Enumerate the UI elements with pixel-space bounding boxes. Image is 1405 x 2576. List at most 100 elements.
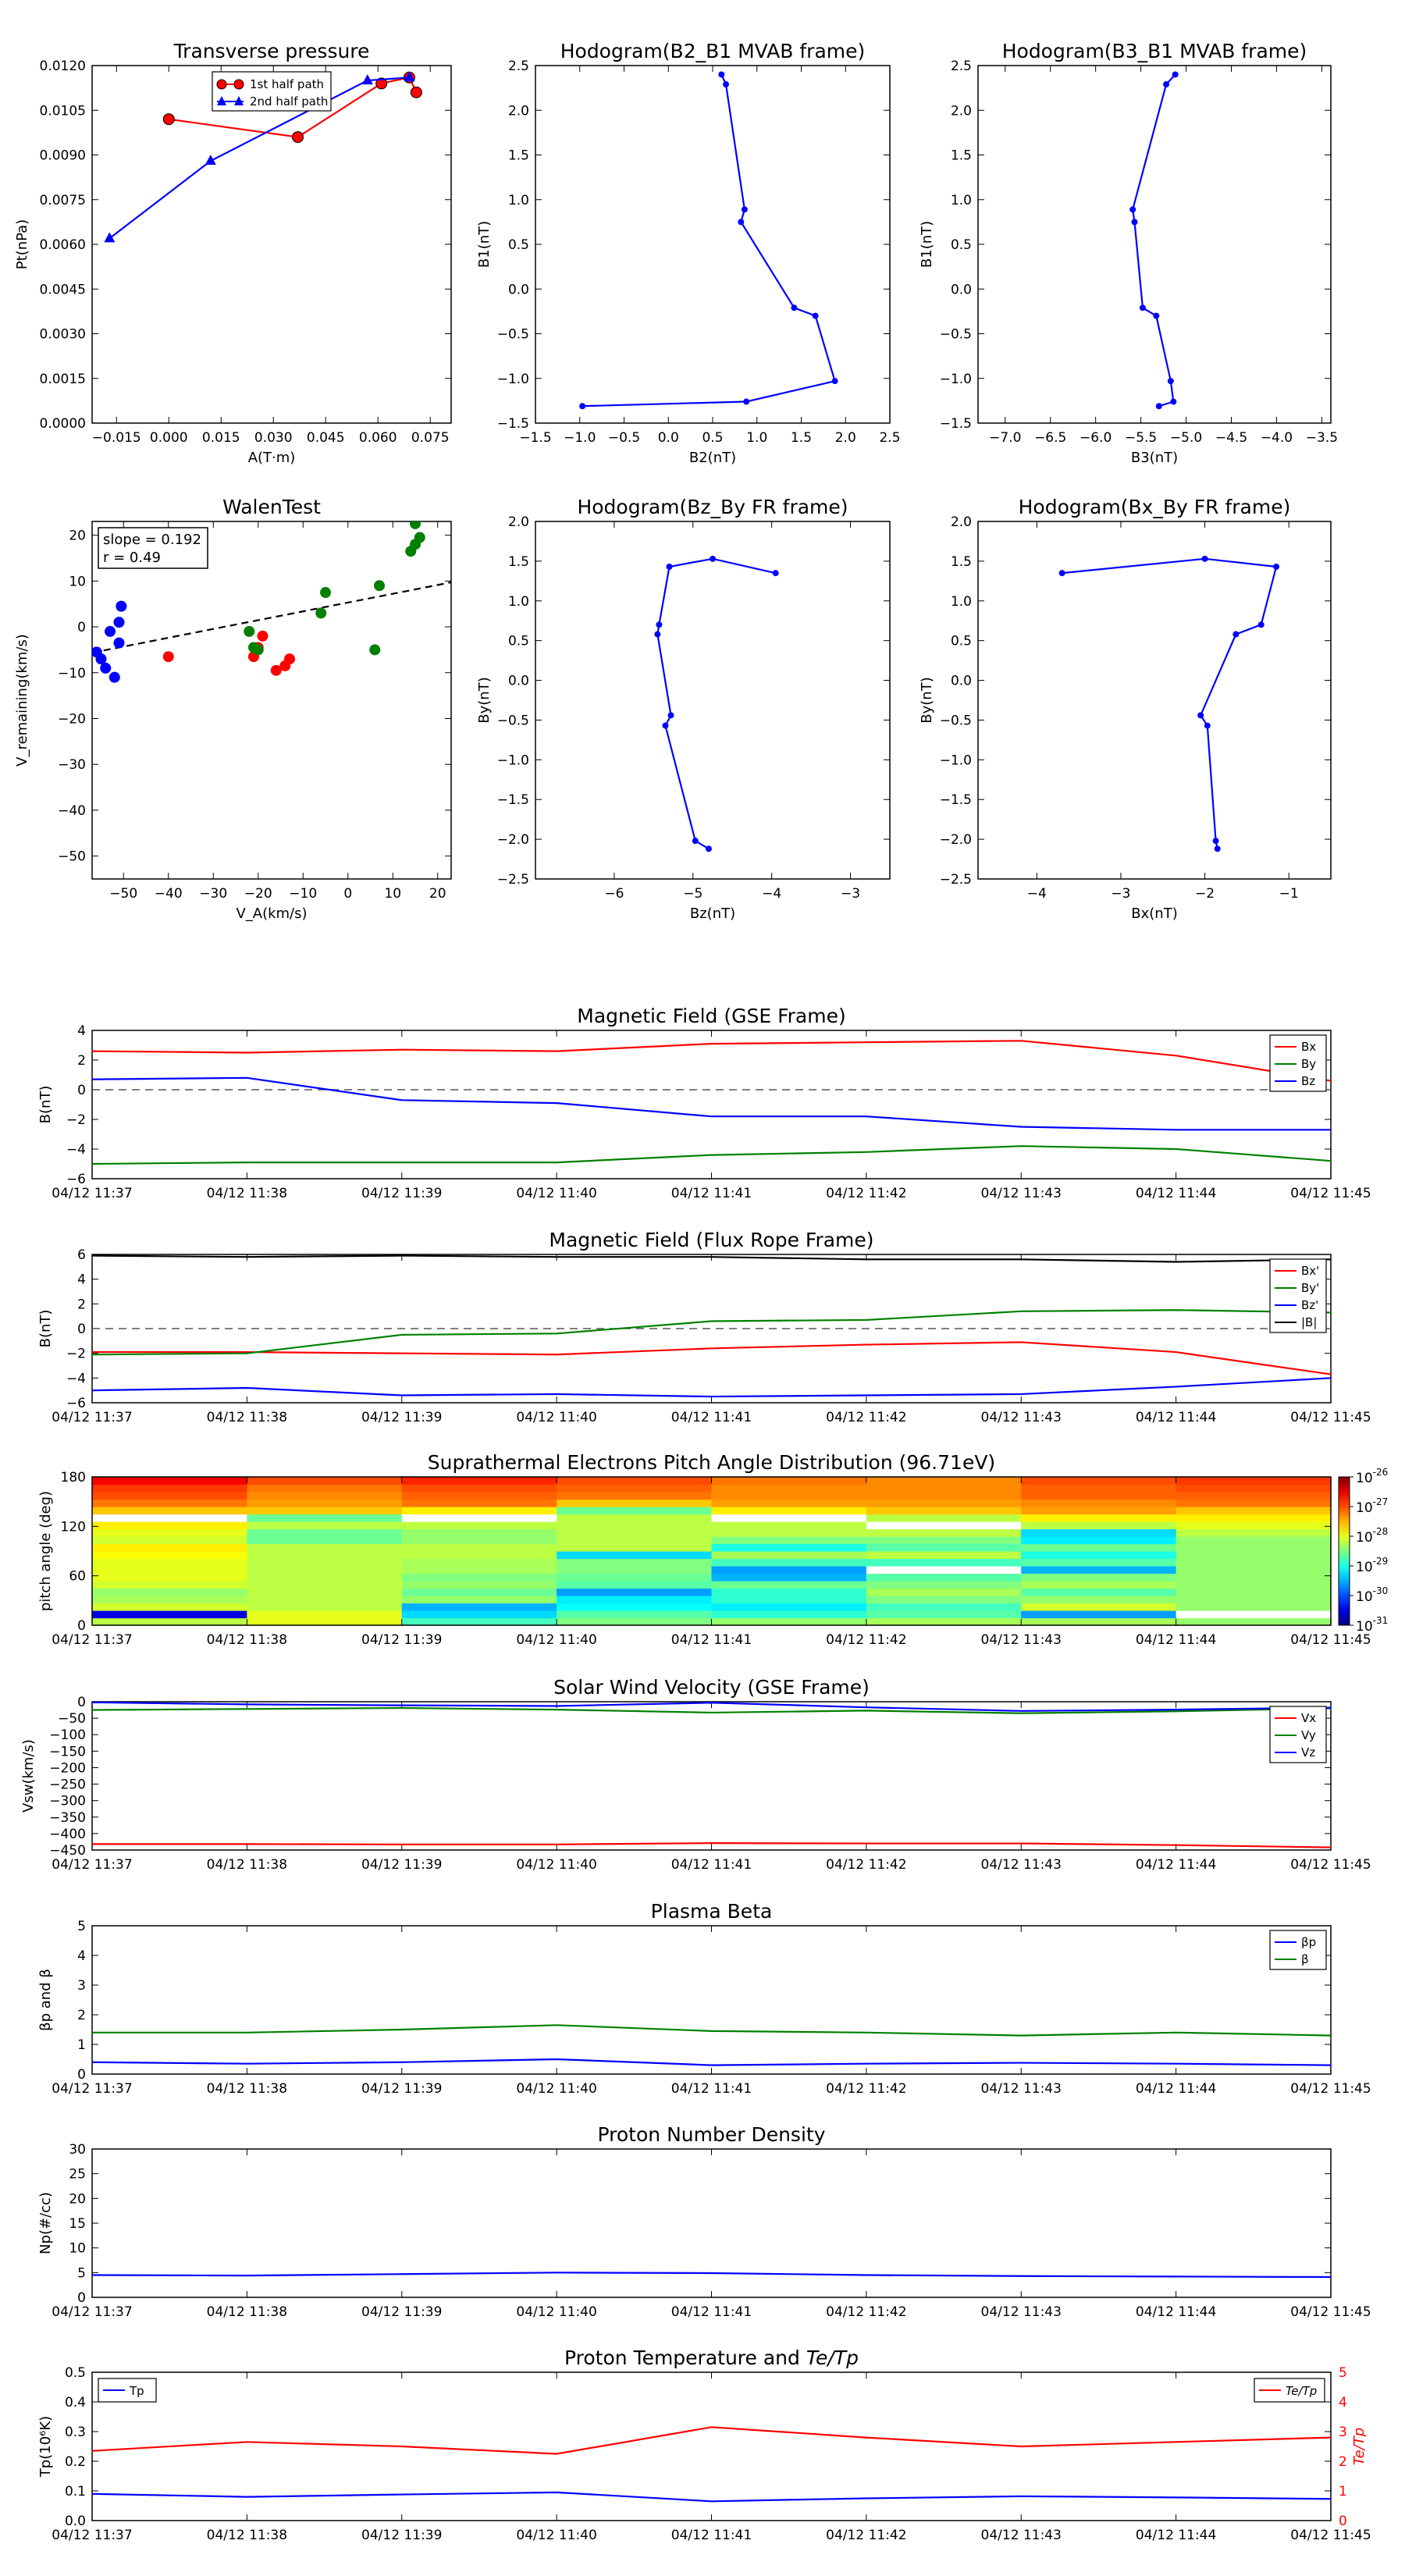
y-axis-label: B(nT) xyxy=(37,1310,54,1348)
y-tick-label: 1.0 xyxy=(508,594,529,610)
heatmap-cell xyxy=(401,1514,557,1522)
heatmap-cell xyxy=(866,1588,1022,1596)
data-point xyxy=(1167,378,1174,385)
y2-axis-label: Te/Tp xyxy=(1351,2428,1368,2465)
heatmap-cell xyxy=(711,1603,867,1611)
x-tick-label: 04/12 11:37 xyxy=(52,1632,132,1648)
heatmap-cell xyxy=(92,1543,247,1552)
y-tick-label: 0 xyxy=(77,1695,86,1710)
heatmap-cell xyxy=(1176,1558,1332,1567)
x-tick-label: 04/12 11:44 xyxy=(1136,1632,1216,1648)
colorbar-tick-label: 10-28 xyxy=(1356,1526,1388,1546)
heatmap-cell xyxy=(557,1543,713,1552)
x-tick-label: 04/12 11:40 xyxy=(516,1632,596,1648)
data-point xyxy=(579,403,586,410)
data-point xyxy=(692,838,699,845)
heatmap-cell xyxy=(557,1551,713,1560)
chart-vsw: Solar Wind Velocity (GSE Frame) 04/12 11:… xyxy=(20,1676,1371,1873)
plot-frame xyxy=(91,65,452,424)
y-tick-label: 1.5 xyxy=(951,148,972,164)
heatmap-cell xyxy=(711,1484,867,1493)
data-point xyxy=(361,74,373,85)
y-tick-label: 0.0000 xyxy=(40,416,86,432)
series-line xyxy=(582,73,837,407)
y-tick-label: −0.5 xyxy=(497,713,529,728)
legend-label: Bx' xyxy=(1301,1264,1319,1278)
heatmap-cell xyxy=(1176,1499,1332,1507)
heatmap-cell xyxy=(711,1581,867,1589)
heatmap-cell xyxy=(711,1573,867,1582)
heatmap-cell xyxy=(557,1528,713,1537)
x-tick-label: −0.5 xyxy=(608,430,640,446)
heatmap-cell xyxy=(92,1499,247,1507)
y-tick-label: −50 xyxy=(58,1711,86,1727)
heatmap-cell xyxy=(866,1603,1022,1611)
scatter-point xyxy=(244,625,255,637)
x-tick-label: 04/12 11:43 xyxy=(981,2528,1062,2543)
series-line xyxy=(92,2024,1332,2037)
y-tick-label: 2.5 xyxy=(951,59,972,74)
scatter-point xyxy=(252,644,264,656)
x-tick-label: 04/12 11:45 xyxy=(1290,1186,1371,1201)
x-tick-label: 1.0 xyxy=(746,430,767,446)
x-tick-label: 04/12 11:41 xyxy=(671,1186,752,1201)
x-tick-label: 04/12 11:37 xyxy=(52,1410,132,1425)
chart-title: Solar Wind Velocity (GSE Frame) xyxy=(553,1676,870,1699)
x-tick-label: 04/12 11:44 xyxy=(1136,2304,1216,2320)
y2-tick-label: 2 xyxy=(1339,2454,1347,2470)
heatmap-cell xyxy=(557,1521,713,1530)
x-axis-label: A(T·m) xyxy=(248,450,296,466)
chart-h4: Hodogram(Bx_By FR frame) −4 −3 −2 −1 −2.5 −2.0… xyxy=(919,496,1332,922)
y-tick-label: −1.5 xyxy=(497,416,529,432)
x-axis-label: V_A(km/s) xyxy=(236,906,307,922)
legend-label: Vz xyxy=(1301,1745,1315,1759)
heatmap-cell xyxy=(247,1581,403,1589)
x-tick-label: −7.0 xyxy=(989,430,1021,446)
heatmap-cell xyxy=(557,1499,713,1507)
x-tick-label: −40 xyxy=(155,886,183,902)
scatter-point xyxy=(410,521,421,529)
colorbar xyxy=(1338,1476,1350,1626)
chart-pad: Suprathermal Electrons Pitch Angle Distr… xyxy=(37,1451,1388,1648)
heatmap-cell xyxy=(1021,1536,1177,1545)
colorbar-exponent: -30 xyxy=(1373,1585,1389,1596)
y-tick-label: 0.0060 xyxy=(40,237,86,253)
x-tick-label: 04/12 11:44 xyxy=(1136,2528,1216,2543)
heatmap-cell xyxy=(866,1521,1022,1530)
y-tick-label: 180 xyxy=(61,1470,86,1485)
heatmap-cell xyxy=(1021,1492,1177,1500)
legend-box xyxy=(212,71,332,112)
x-tick-label: 1.5 xyxy=(791,430,812,446)
heatmap-cell xyxy=(557,1581,713,1589)
data-point xyxy=(205,155,216,165)
heatmap-cell xyxy=(1176,1521,1332,1530)
heatmap-cell xyxy=(92,1536,247,1545)
series-line xyxy=(91,1701,1332,1712)
y-tick-label: 3 xyxy=(77,1978,86,1994)
x-tick-label: 04/12 11:41 xyxy=(671,2528,752,2543)
scatter-point xyxy=(374,580,385,592)
y-tick-label: −20 xyxy=(58,711,86,727)
heatmap-cell xyxy=(401,1536,557,1545)
heatmap-cell xyxy=(247,1610,403,1619)
y-tick-label: 10 xyxy=(69,574,86,589)
x-tick-label: 04/12 11:38 xyxy=(207,2304,287,2320)
chart-beta: Plasma Beta 04/12 11:37 04/12 11:38 04/12 1… xyxy=(37,1900,1371,2097)
chart-h2: Hodogram(B3_B1 MVAB frame) −7.0 −6.5 −6.0 −5… xyxy=(919,40,1338,466)
y-tick-label: 4 xyxy=(77,1272,86,1288)
heatmap-cell xyxy=(1176,1543,1332,1552)
y-tick-label: 0.1 xyxy=(65,2484,86,2500)
data-point xyxy=(162,113,175,126)
y-tick-label: 0 xyxy=(77,2290,86,2306)
x-tick-label: −4.5 xyxy=(1215,430,1247,446)
heatmap-cell xyxy=(1021,1581,1177,1589)
x-tick-label: 0.045 xyxy=(307,430,345,446)
heatmap-cell xyxy=(557,1617,713,1626)
x-tick-label: 0.030 xyxy=(254,430,293,446)
scatter-point xyxy=(369,644,381,656)
series-line xyxy=(91,1145,1332,1165)
x-tick-label: −10 xyxy=(289,886,317,902)
heatmap-cell xyxy=(711,1536,867,1545)
heatmap-cell xyxy=(401,1477,557,1485)
